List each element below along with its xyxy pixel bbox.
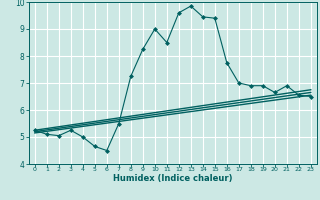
X-axis label: Humidex (Indice chaleur): Humidex (Indice chaleur) — [113, 174, 233, 183]
